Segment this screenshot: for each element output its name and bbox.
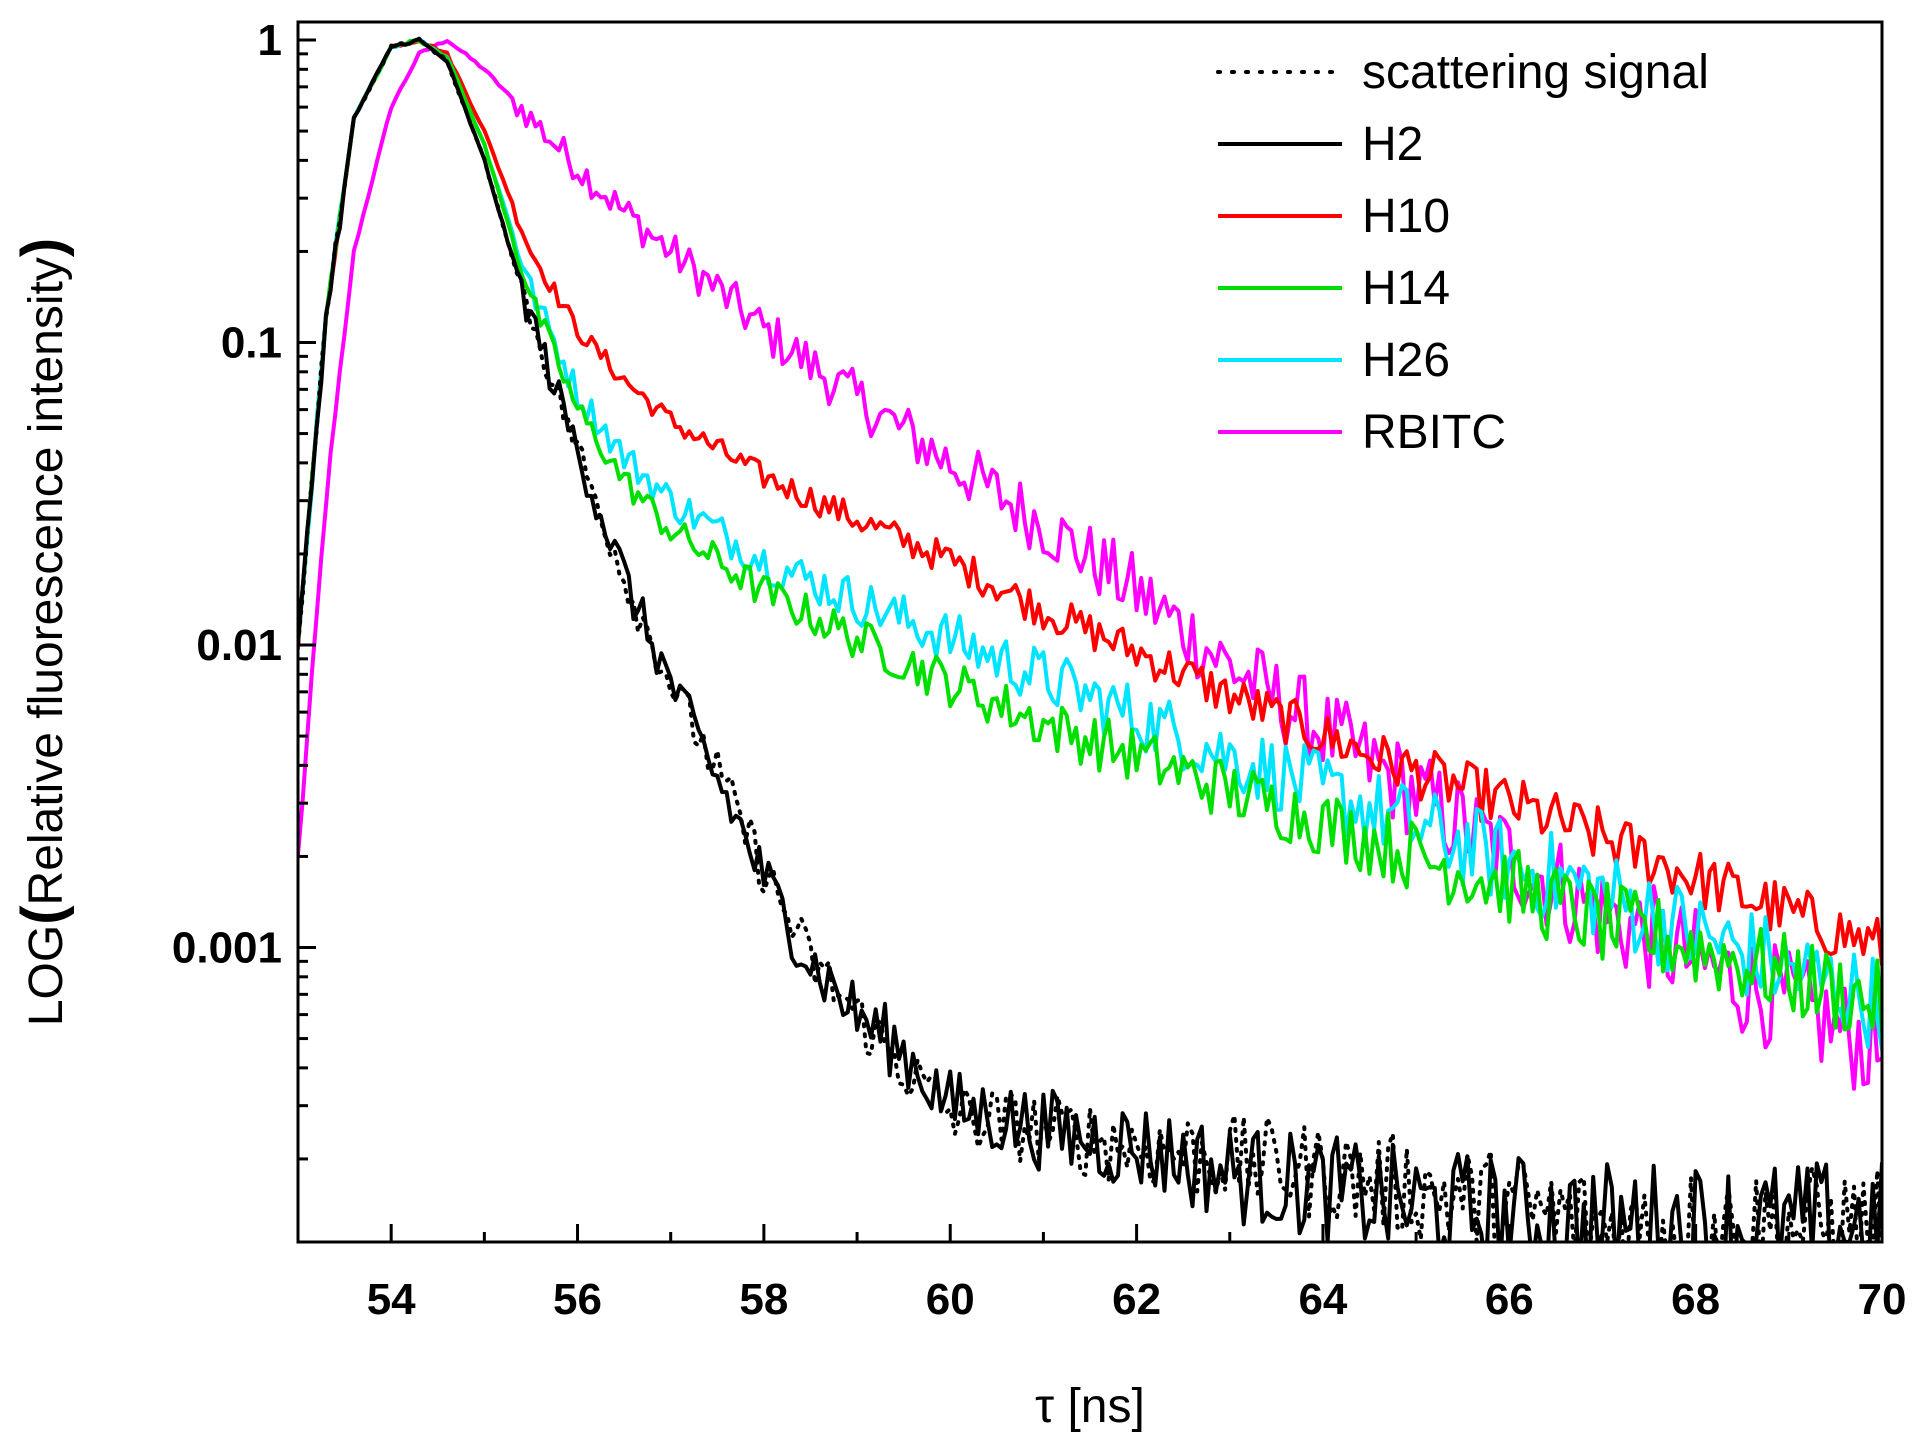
- x-tick-label: 66: [1485, 1275, 1534, 1324]
- series-layer: [298, 36, 1882, 1242]
- ticks-layer: 54 56 58 60 62 64 66 68 70 1 0.1 0.01 0.001: [172, 16, 1907, 1324]
- series-line-h26: [298, 38, 1882, 1052]
- y-tick-label: 0.01: [196, 621, 282, 670]
- legend-label-h26: H26: [1362, 334, 1450, 387]
- y-tick-label: 1: [258, 16, 282, 65]
- x-tick-label: 60: [926, 1275, 975, 1324]
- x-tick-label: 54: [367, 1275, 416, 1324]
- legend-label-h14: H14: [1362, 262, 1450, 315]
- legend-label-h10: H10: [1362, 190, 1450, 243]
- y-tick-label: 0.1: [221, 319, 282, 368]
- y-tick-label: 0.001: [172, 924, 282, 973]
- y-axis-label-text: Relative fluorescence intensity: [20, 257, 73, 905]
- y-axis-label-paren-open: (: [10, 905, 75, 925]
- x-tick-label: 68: [1671, 1275, 1720, 1324]
- legend-label-h2: H2: [1362, 118, 1423, 171]
- y-axis-label-prefix: LOG: [20, 925, 73, 1026]
- series-line-h14: [298, 38, 1882, 1035]
- x-tick-label: 62: [1112, 1275, 1161, 1324]
- series-line-h10: [298, 39, 1882, 967]
- x-tick-label: 56: [553, 1275, 602, 1324]
- x-tick-label: 58: [739, 1275, 788, 1324]
- series-line-scattering-signal: [298, 36, 1882, 1242]
- x-tick-label: 64: [1298, 1275, 1347, 1324]
- x-tick-label: 70: [1858, 1275, 1907, 1324]
- y-axis-label-paren-close: ): [10, 238, 75, 257]
- y-axis-label: LOG(Relative fluorescence intensity): [10, 238, 75, 1026]
- x-axis-label: τ [ns]: [1035, 1380, 1145, 1433]
- legend: scattering signal H2 H10 H14 H26 RBITC: [1216, 46, 1709, 459]
- legend-label-scattering-signal: scattering signal: [1362, 46, 1709, 99]
- plot-frame: [296, 20, 1884, 1244]
- legend-label-rbitc: RBITC: [1362, 406, 1506, 459]
